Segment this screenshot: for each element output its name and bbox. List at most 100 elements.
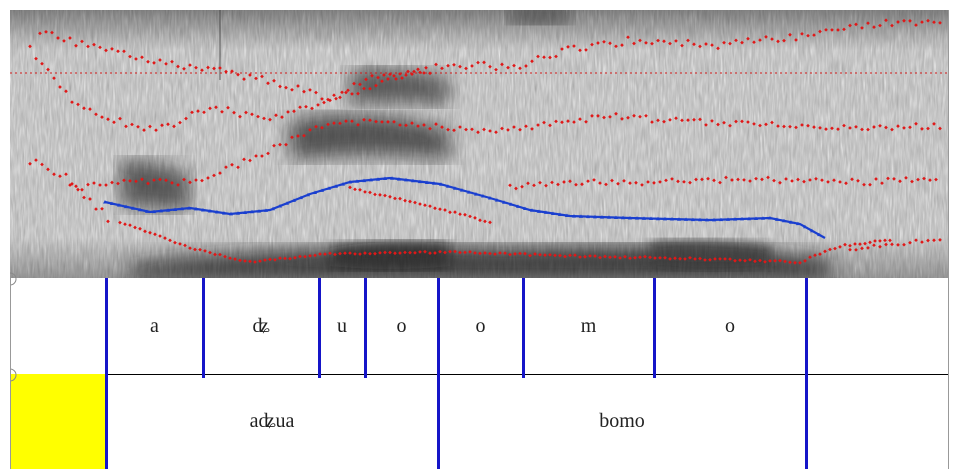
phone-boundary[interactable] <box>437 278 440 374</box>
formant-point <box>194 178 198 182</box>
formant-point <box>158 177 162 182</box>
formant-point <box>398 251 402 255</box>
phone-segment-o1[interactable]: o <box>365 278 438 374</box>
formant-point <box>688 255 692 260</box>
formant-point <box>70 182 74 186</box>
formant-point <box>154 128 158 132</box>
formant-point <box>423 249 427 254</box>
formant-point <box>233 257 237 261</box>
formant-point <box>778 180 782 185</box>
formant-point <box>503 251 507 256</box>
formant-point <box>433 206 437 211</box>
formant-point <box>784 177 788 181</box>
pitch-point <box>362 178 366 183</box>
spectrogram-panel[interactable] <box>10 10 949 278</box>
formant-point <box>813 253 817 258</box>
phone-segment-dz[interactable]: ʥ <box>203 278 319 374</box>
phone-boundary[interactable] <box>364 278 367 378</box>
formant-point <box>443 208 447 212</box>
phone-segment-o2[interactable]: o <box>438 278 523 374</box>
formant-point <box>133 225 137 230</box>
phone-segment-a[interactable]: a <box>106 278 203 374</box>
phone-segment-o3[interactable]: o <box>654 278 806 374</box>
phone-boundary[interactable] <box>805 278 808 374</box>
pitch-point <box>705 217 709 222</box>
formant-point <box>182 66 186 71</box>
formant-point <box>493 252 497 256</box>
formant-point <box>343 251 347 256</box>
phone-segment-m[interactable]: m <box>523 278 654 374</box>
tier-marker-icon <box>9 368 17 382</box>
formant-point <box>62 39 66 43</box>
pitch-point <box>656 216 660 221</box>
phone-tier[interactable]: a ʥ u o o m o <box>10 278 949 378</box>
pitch-point <box>775 217 779 221</box>
phone-segment-u[interactable]: u <box>319 278 365 374</box>
pitch-point <box>320 188 324 192</box>
pitch-point <box>425 180 429 184</box>
pitch-point <box>530 208 534 212</box>
formant-point <box>268 257 272 262</box>
pitch-point <box>768 216 772 220</box>
formant-point <box>416 67 420 72</box>
formant-point <box>356 122 360 127</box>
formant-point <box>128 54 132 59</box>
formant-point <box>583 254 587 259</box>
formant-point <box>58 85 62 89</box>
formant-point <box>88 107 92 111</box>
formant-point <box>206 65 210 70</box>
formant-point <box>434 122 438 126</box>
pitch-point <box>586 214 590 219</box>
formant-point <box>176 183 180 187</box>
pitch-point <box>418 179 422 184</box>
word-tier[interactable]: aʥua bomo <box>10 374 949 469</box>
formant-point <box>164 61 168 66</box>
formant-point <box>428 251 432 255</box>
word-boundary[interactable] <box>105 374 108 469</box>
formant-point <box>694 177 698 182</box>
formant-point <box>393 251 397 256</box>
phone-boundary[interactable] <box>105 278 108 374</box>
pitch-point <box>467 190 471 194</box>
pitch-point <box>670 217 674 221</box>
pitch-point <box>558 212 562 216</box>
word-segment-adzua[interactable]: aʥua <box>106 374 438 469</box>
phone-boundary[interactable] <box>318 278 321 378</box>
formant-point <box>92 42 96 47</box>
formant-point <box>698 256 702 261</box>
formant-point <box>368 86 372 91</box>
spectrogram-vignette <box>10 10 949 278</box>
formant-point <box>588 254 592 258</box>
word-boundary[interactable] <box>805 374 808 469</box>
formant-point <box>736 177 740 182</box>
formant-point <box>333 252 337 257</box>
formant-point <box>500 126 504 131</box>
formant-point <box>478 251 482 256</box>
formant-point <box>203 249 207 253</box>
phone-boundary[interactable] <box>202 278 205 378</box>
formant-point <box>163 236 167 240</box>
formant-point <box>248 259 252 264</box>
phone-label: o <box>725 314 735 337</box>
formant-point <box>248 73 252 77</box>
formant-point <box>226 105 230 110</box>
formant-point <box>74 43 78 48</box>
formant-point <box>232 110 236 115</box>
word-boundary[interactable] <box>437 374 440 469</box>
formant-point <box>643 254 647 259</box>
formant-tracks <box>28 18 942 265</box>
word-segment-bomo[interactable]: bomo <box>438 374 806 469</box>
formant-point <box>798 260 802 265</box>
phone-boundary[interactable] <box>522 278 525 378</box>
formant-point <box>253 260 257 264</box>
formant-point <box>398 123 402 127</box>
formant-point <box>482 127 486 132</box>
formant-point <box>44 30 48 34</box>
formant-point <box>140 55 144 60</box>
pitch-point <box>313 190 317 194</box>
phone-boundary[interactable] <box>653 278 656 378</box>
formant-point <box>400 76 404 80</box>
formant-point <box>86 182 90 187</box>
formant-point <box>403 250 407 255</box>
formant-point <box>272 78 276 83</box>
